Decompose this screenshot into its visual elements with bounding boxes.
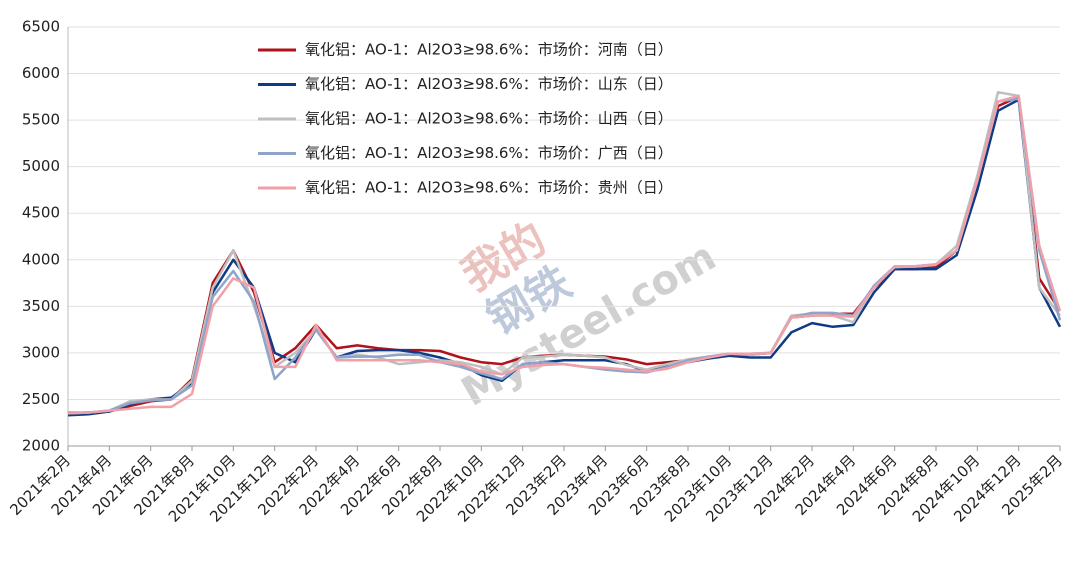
series-line: [67, 98, 1062, 417]
y-tick-label: 3000: [22, 343, 60, 361]
series-line: [67, 94, 1062, 415]
y-tick-label: 3500: [22, 297, 60, 315]
y-tick-label: 2500: [22, 390, 60, 408]
legend-label: 氧化铝：AO-1：Al2O3≥98.6%：市场价：河南（日）: [305, 41, 673, 59]
legend-label: 氧化铝：AO-1：Al2O3≥98.6%：市场价：山西（日）: [305, 110, 673, 128]
y-tick-label: 4000: [22, 250, 60, 268]
y-tick-label: 6000: [22, 64, 60, 82]
y-tick-label: 2000: [22, 437, 60, 455]
y-tick-label: 4500: [22, 204, 60, 222]
legend-label: 氧化铝：AO-1：Al2O3≥98.6%：市场价：山东（日）: [305, 75, 673, 93]
legend-label: 氧化铝：AO-1：Al2O3≥98.6%：市场价：广西（日）: [305, 144, 673, 162]
y-tick-label: 5000: [22, 157, 60, 175]
y-tick-label: 5500: [22, 111, 60, 129]
legend-label: 氧化铝：AO-1：Al2O3≥98.6%：市场价：贵州（日）: [305, 179, 673, 197]
y-tick-label: 6500: [22, 18, 60, 36]
